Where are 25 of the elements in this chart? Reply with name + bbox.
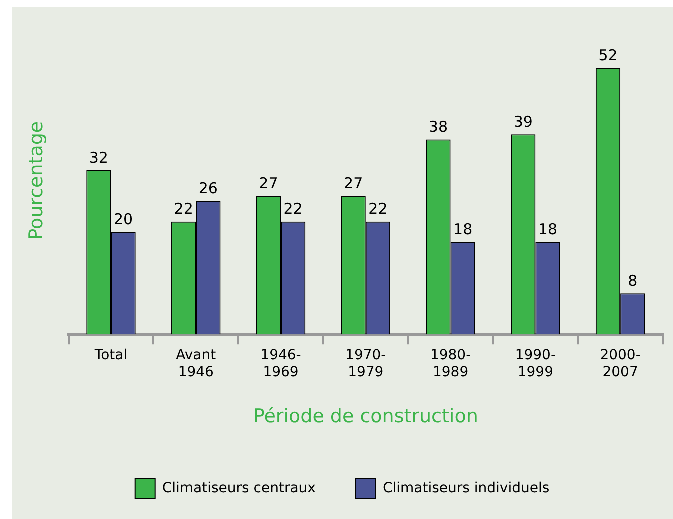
x-tick-label: Total bbox=[94, 348, 128, 364]
data-label: 18 bbox=[454, 220, 473, 239]
data-label: 27 bbox=[344, 174, 364, 193]
x-tick-label: 1946-1969 bbox=[260, 348, 302, 380]
legend-label: Climatiseurs centraux bbox=[162, 480, 316, 497]
data-label: 8 bbox=[628, 272, 638, 290]
data-label: 38 bbox=[428, 118, 448, 136]
data-label: 27 bbox=[259, 174, 278, 193]
data-label: 22 bbox=[174, 200, 194, 218]
x-tick-label: 2000-2007 bbox=[600, 348, 641, 380]
data-label: 18 bbox=[538, 220, 558, 239]
data-label: 52 bbox=[598, 46, 618, 64]
data-label: 39 bbox=[514, 113, 533, 132]
x-tick-label: 1980-1989 bbox=[430, 348, 472, 380]
x-axis-title: Période de construction bbox=[253, 406, 478, 428]
y-axis-title: Pourcentage bbox=[25, 121, 48, 240]
x-tick-label: 1970-1979 bbox=[346, 348, 386, 380]
x-tick-label: 1990-1999 bbox=[515, 348, 556, 380]
data-label: 20 bbox=[114, 210, 134, 228]
data-label: 26 bbox=[198, 180, 218, 198]
data-label: 32 bbox=[89, 148, 108, 167]
legend-label: Climatiseurs individuels bbox=[382, 480, 550, 497]
x-tick-label: Avant 1946 bbox=[176, 348, 217, 380]
data-label: 22 bbox=[368, 200, 388, 218]
data-label: 22 bbox=[284, 200, 303, 218]
